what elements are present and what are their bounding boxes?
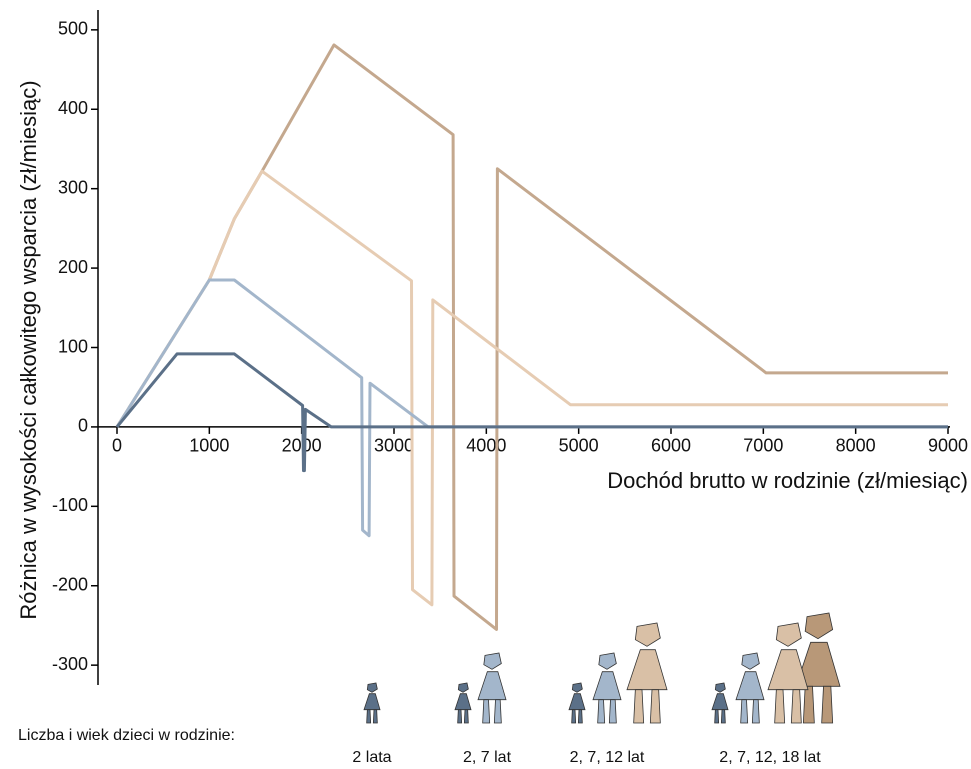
person-legs <box>572 710 576 723</box>
x-tick-label: 3000 <box>374 436 414 456</box>
y-tick-label: -200 <box>52 574 88 594</box>
person-body <box>455 694 471 710</box>
person-head <box>805 613 833 639</box>
legend-label: 2, 7 lat <box>463 749 512 766</box>
person-head <box>484 653 502 669</box>
y-tick-label: 0 <box>78 416 88 436</box>
x-axis-title: Dochód brutto w rodzinie (zł/miesiąc) <box>607 468 968 493</box>
person-legs <box>494 700 501 723</box>
person-legs <box>752 700 759 723</box>
person-legs <box>715 710 719 723</box>
person-head <box>635 623 660 646</box>
person-head <box>367 683 377 692</box>
person-body <box>478 672 506 700</box>
person-body <box>569 694 585 710</box>
person-legs <box>464 710 468 723</box>
series-line <box>117 280 948 536</box>
person-body <box>627 650 667 690</box>
person-body <box>768 650 808 690</box>
x-tick-label: 9000 <box>928 436 968 456</box>
x-tick-label: 5000 <box>559 436 599 456</box>
legend-label: 2, 7, 12, 18 lat <box>719 749 821 766</box>
person-head <box>599 653 617 669</box>
person-head <box>776 623 801 646</box>
legend-item <box>455 653 506 723</box>
series-line <box>117 171 948 605</box>
person-legs <box>609 700 616 723</box>
person-head <box>715 683 725 692</box>
person-body <box>364 694 380 710</box>
x-tick-label: 7000 <box>743 436 783 456</box>
person-legs <box>650 690 660 723</box>
person-legs <box>373 710 377 723</box>
y-tick-label: 400 <box>58 98 88 118</box>
chart: Dochód brutto w rodzinie (zł/miesiąc) Ró… <box>0 0 971 769</box>
x-tick-label: 6000 <box>651 436 691 456</box>
person-legs <box>822 686 833 723</box>
person-body <box>593 672 621 700</box>
legend-item <box>712 613 840 723</box>
person-legs <box>598 700 605 723</box>
person-head <box>458 683 468 692</box>
person-body <box>712 694 728 710</box>
person-head <box>742 653 760 669</box>
person-legs <box>483 700 490 723</box>
y-tick-label: 200 <box>58 257 88 277</box>
y-tick-label: 100 <box>58 336 88 356</box>
person-body <box>736 672 764 700</box>
legend-label: 2 lata <box>352 749 391 766</box>
y-tick-label: 300 <box>58 177 88 197</box>
y-axis-title: Różnica w wysokości całkowitego wsparcia… <box>16 80 41 619</box>
legend-item <box>569 623 667 723</box>
person-head <box>572 683 582 692</box>
legend-item <box>364 683 380 723</box>
x-tick-label: 0 <box>112 436 122 456</box>
person-legs <box>803 686 814 723</box>
person-legs <box>634 690 644 723</box>
person-legs <box>367 710 371 723</box>
person-legs <box>458 710 462 723</box>
person-legs <box>775 690 785 723</box>
person-legs <box>721 710 725 723</box>
legend-title: Liczba i wiek dzieci w rodzinie: <box>18 727 235 744</box>
person-legs <box>578 710 582 723</box>
y-tick-label: 500 <box>58 19 88 39</box>
y-tick-label: -100 <box>52 495 88 515</box>
y-tick-label: -300 <box>52 654 88 674</box>
person-legs <box>741 700 748 723</box>
series-line <box>117 45 948 630</box>
legend-label: 2, 7, 12 lat <box>570 749 645 766</box>
x-tick-label: 1000 <box>189 436 229 456</box>
person-legs <box>791 690 801 723</box>
x-tick-label: 8000 <box>836 436 876 456</box>
x-tick-label: 4000 <box>466 436 506 456</box>
